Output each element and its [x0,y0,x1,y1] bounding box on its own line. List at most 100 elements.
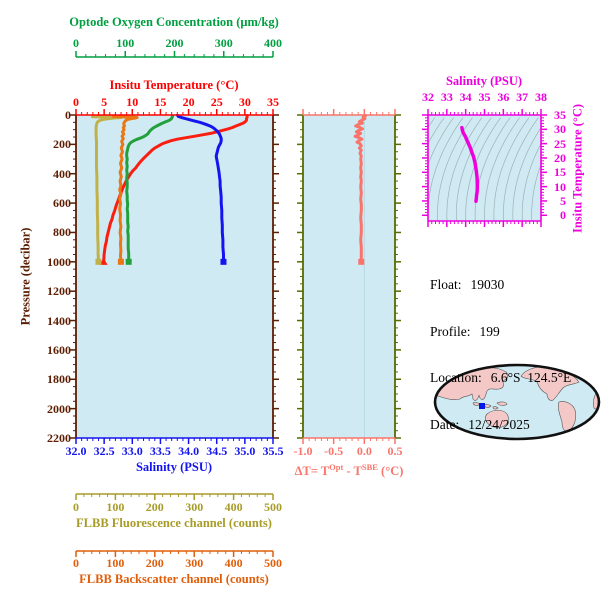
landmass [483,404,492,408]
axis-ticks [70,114,76,439]
tick-label: 100 [106,556,125,570]
tick-label: 500 [264,556,282,570]
float-value: 19030 [470,277,505,292]
isopycnal-contour [484,117,520,222]
date-value: 12/24/2025 [468,416,530,432]
axis-ticks [302,109,396,116]
landmass [496,401,508,406]
tick-label: 200 [145,500,164,514]
landmass [485,409,509,428]
profile-value: 199 [479,323,500,339]
float-info: Float: 19030 Profile: 199 Location: 6.6°S 1… [430,246,571,463]
curve-end-marker [99,257,108,265]
tick-label: 37 [516,90,529,104]
tick-label: 33.0 [121,444,143,458]
float-info-line: Float: 19030 [430,277,571,293]
ts-plot-area [428,115,541,221]
tick-label: 200 [165,36,184,50]
tick-label: 200 [53,137,71,152]
temperature-axis-title: Insitu Temperature (°C) [109,78,239,92]
tick-label: 35 [554,108,566,122]
delta-t-curve [353,114,368,264]
tick-label: 400 [264,36,282,50]
tick-label: 800 [53,225,71,240]
isopycnal-contour [493,117,530,222]
axis-ticks [427,109,542,116]
tick-label: 10 [554,179,566,194]
tick-label: 0 [73,95,79,109]
tick-label: 400 [224,556,243,570]
curve-end-marker [220,258,227,265]
temperature-curve [102,114,249,264]
axis-ticks [541,114,547,217]
float-info-line: Location: 6.6°S 124.5°E [430,370,571,386]
tick-label: 20 [554,150,566,165]
tick-label: 1400 [47,313,71,328]
ts-temperature-axis-title: Insitu Temperature (°C) [570,103,585,234]
curve-end-marker [95,258,102,265]
curve-end-marker [358,258,365,265]
tick-label: 100 [106,500,125,514]
tick-label: 300 [185,500,204,514]
fluorescence-axis-title: FLBB Fluorescence channel (counts) [76,516,272,530]
isopycnal-contour [502,117,539,222]
tick-label: 5 [560,193,566,208]
isopycnal-contour [474,117,511,222]
isopycnal-contour [512,125,542,222]
tick-label: 0 [73,36,79,50]
location-label: Location: [430,370,482,385]
delta-t-axis-title: ΔT= TOpt - TSBE (°C) [279,460,419,479]
profile-label: Profile: [430,323,471,339]
isopycnal-contour [521,140,542,222]
oxygen-curve [125,114,174,264]
axis-ticks [422,114,428,217]
main-plot-area [76,115,273,438]
tick-label: -1.0 [293,444,313,458]
tick-label: 32 [422,90,434,104]
axis-ticks [302,437,396,444]
axis-ticks [427,220,542,227]
tick-label: 0 [65,108,71,122]
backscatter-curve [111,115,139,264]
dt-title-sup1: Opt [329,462,344,472]
tick-label: 0 [73,556,79,570]
landmass [593,387,598,413]
tick-label: 500 [264,500,282,514]
tick-label: 34.5 [206,444,228,458]
tick-label: 400 [224,500,243,514]
backscatter-axis-title: FLBB Backscatter channel (counts) [79,572,269,586]
tick-label: 20 [182,95,195,109]
tick-label: 1000 [47,254,71,269]
isopycnal-contour [465,117,501,222]
tick-label: 1800 [47,372,71,387]
isopycnal-contour [455,117,492,222]
isopycnal-contour [531,161,542,222]
float-location-marker [479,403,485,409]
tick-label: 0 [73,500,79,514]
axis-ticks [297,114,303,439]
axis-ticks [395,114,401,439]
tick-label: 0.0 [356,444,372,458]
axis-ticks [273,114,279,439]
tick-label: 25 [554,136,566,151]
tick-label: 400 [53,166,71,181]
tick-label: 34.0 [178,444,200,458]
tick-label: 2200 [47,431,71,445]
tick-label: 30 [554,122,566,137]
isopycnal-contour [437,117,473,222]
tick-label: 34 [459,90,472,104]
tick-label: 1600 [47,342,71,357]
float-info-line: Profile: 199 [430,324,571,340]
tick-label: 200 [145,556,164,570]
isopycnal-contour [446,117,483,222]
salinity-axis-title: Salinity (PSU) [135,460,213,474]
tick-label: 0.5 [387,444,403,458]
tick-label: 35 [267,95,279,109]
tick-label: 100 [116,36,135,50]
curve-end-marker [125,258,132,265]
curve-end-marker [117,258,124,265]
float-info-line: Date: 12/24/2025 [430,417,571,433]
tick-label: 2000 [47,401,71,416]
axis-ticks [75,51,274,58]
